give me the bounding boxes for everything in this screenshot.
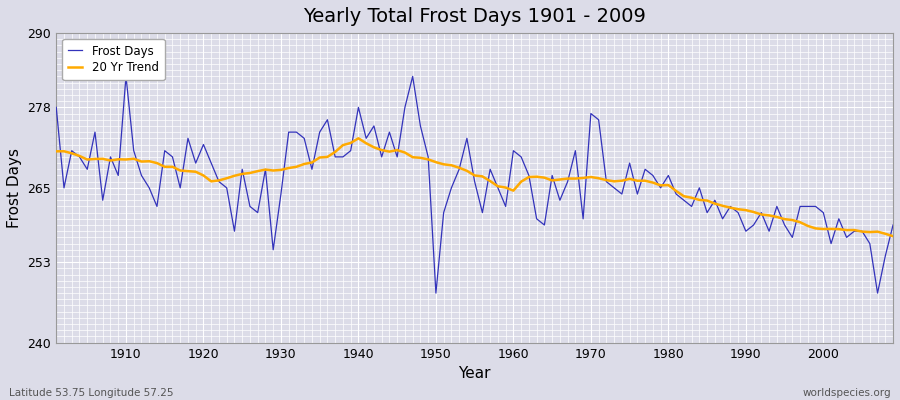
Line: Frost Days: Frost Days bbox=[56, 76, 893, 293]
20 Yr Trend bbox=[608, 179, 619, 184]
20 Yr Trend bbox=[112, 157, 123, 162]
Frost Days bbox=[430, 291, 441, 296]
X-axis label: Year: Year bbox=[458, 366, 491, 381]
20 Yr Trend bbox=[353, 136, 364, 141]
Y-axis label: Frost Days: Frost Days bbox=[7, 148, 22, 228]
20 Yr Trend bbox=[329, 150, 340, 154]
Frost Days bbox=[616, 192, 627, 196]
Frost Days bbox=[516, 154, 526, 159]
Line: 20 Yr Trend: 20 Yr Trend bbox=[56, 138, 893, 236]
Frost Days bbox=[887, 222, 898, 227]
Legend: Frost Days, 20 Yr Trend: Frost Days, 20 Yr Trend bbox=[62, 39, 165, 80]
Frost Days bbox=[524, 173, 535, 178]
20 Yr Trend bbox=[887, 234, 898, 239]
Frost Days bbox=[50, 105, 61, 110]
Frost Days bbox=[112, 173, 123, 178]
20 Yr Trend bbox=[284, 166, 294, 170]
20 Yr Trend bbox=[508, 188, 518, 193]
Frost Days bbox=[291, 130, 302, 134]
Text: Latitude 53.75 Longitude 57.25: Latitude 53.75 Longitude 57.25 bbox=[9, 388, 174, 398]
Frost Days bbox=[121, 74, 131, 79]
20 Yr Trend bbox=[516, 179, 526, 184]
Title: Yearly Total Frost Days 1901 - 2009: Yearly Total Frost Days 1901 - 2009 bbox=[303, 7, 646, 26]
Text: worldspecies.org: worldspecies.org bbox=[803, 388, 891, 398]
Frost Days bbox=[338, 154, 348, 159]
20 Yr Trend bbox=[50, 149, 61, 154]
